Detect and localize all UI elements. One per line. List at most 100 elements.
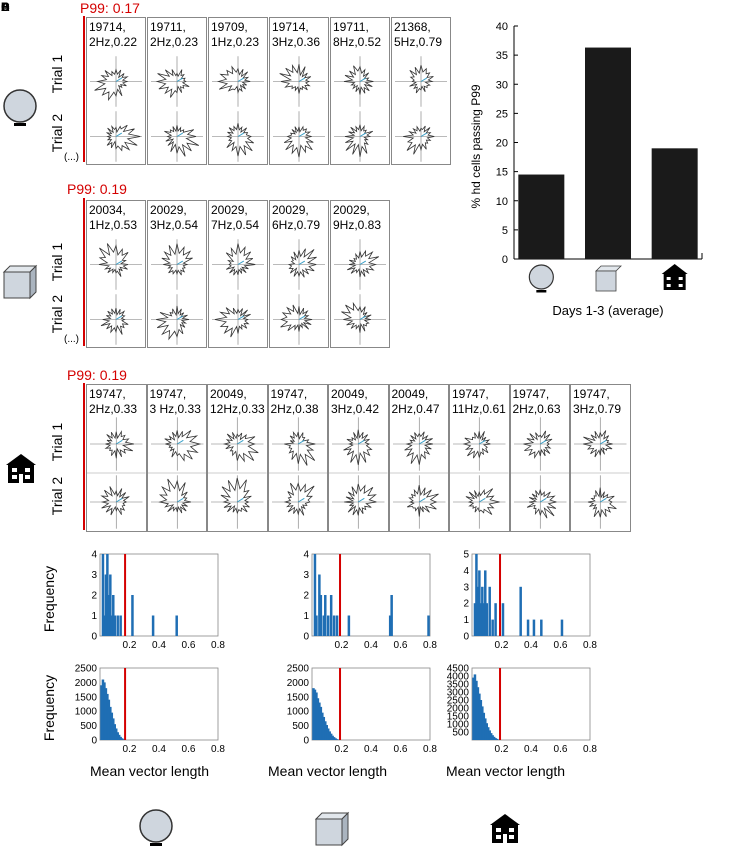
house-arena-icon: [490, 814, 520, 843]
polar-plots: [273, 239, 325, 345]
histogram-bar: [482, 603, 486, 636]
panel-label-a: A: [1, 0, 10, 14]
x-tick-label: 0.8: [423, 744, 437, 755]
histogram-bar: [476, 586, 480, 636]
histogram-bar: [488, 730, 491, 740]
p99-label-circle: P99: 0.17: [80, 0, 140, 16]
x-tick-label: 0.4: [152, 744, 166, 755]
histogram-bar: [120, 738, 124, 740]
polar-tuning-curve: [283, 430, 315, 466]
histogram-bar: [104, 574, 108, 636]
mean-vector: [298, 260, 306, 265]
cell-panel: 20029, 3Hz,0.54: [147, 200, 207, 348]
histogram-bar: [332, 615, 336, 636]
histogram-bar: [319, 706, 323, 740]
cell-panel: 19714, 3Hz,0.36: [269, 17, 329, 165]
y-tick-label: 500: [292, 721, 309, 732]
y-tick-label: 4: [91, 550, 97, 561]
polar-tuning-curve: [225, 243, 256, 276]
cell-info: 2Hz,0.33: [89, 402, 138, 416]
histogram-circle-observed: 0 1 2 3 4 0.2 0.4 0.6 0.8 Frequency: [41, 550, 225, 652]
cell-label: 19711, 8Hz,0.52: [333, 20, 381, 50]
histogram-bar: [110, 712, 114, 740]
histogram-bar: [484, 570, 487, 636]
histogram-bar: [532, 619, 536, 636]
p99-label-cube: P99: 0.19: [67, 181, 127, 197]
histogram-bar: [313, 689, 317, 740]
y-axis-label: Frequency: [41, 566, 57, 632]
y-tick-label: 4: [463, 566, 469, 577]
polar-plots: [208, 417, 267, 529]
cell-info: 3 Hz,0.33: [149, 402, 201, 416]
histogram-bar: [107, 595, 111, 636]
cell-id: 19709,: [211, 20, 248, 34]
histogram-bar: [326, 615, 330, 636]
histogram-bar: [473, 603, 477, 636]
cell-info: 3Hz,0.54: [150, 218, 199, 232]
cell-id: 20029,: [272, 203, 309, 217]
cell-id: 20049,: [391, 387, 429, 401]
trial-1-label-cube: Trial 1: [49, 242, 66, 282]
histogram-bar: [488, 586, 491, 636]
cell-info: 2Hz,0.23: [150, 35, 199, 49]
cube-arena-icon: [595, 265, 622, 272]
histogram-bar: [116, 732, 119, 740]
histogram-bar: [325, 725, 328, 740]
x-tick-label: 0.6: [182, 640, 196, 651]
y-tick-label: 15: [496, 167, 508, 179]
cell-info: 3Hz,0.79: [573, 402, 622, 416]
polar-tuning-curve: [465, 488, 500, 515]
y-tick-label: 5: [502, 225, 508, 237]
x-tick-label: 0.6: [394, 744, 408, 755]
x-tick-label: 0.8: [423, 640, 437, 651]
cube-arena-icon: [595, 270, 617, 292]
y-tick-label: 1500: [447, 712, 470, 723]
histogram-bar: [519, 586, 522, 636]
cell-info: 9Hz,0.83: [333, 218, 382, 232]
histogram-bar: [540, 619, 543, 636]
y-tick-label: 2000: [287, 678, 310, 689]
polar-plots: [90, 56, 142, 162]
x-tick-label: 0.2: [123, 640, 137, 651]
histogram-bar: [113, 615, 116, 636]
ellipsis-cube: (...): [64, 334, 79, 345]
histogram-bar: [473, 674, 477, 740]
mean-vector: [359, 260, 367, 265]
cell-panel: 19747, 11Hz,0.61: [449, 384, 510, 532]
histogram-bar: [475, 680, 478, 740]
histogram-bar: [151, 615, 155, 636]
cell-label: 19714, 3Hz,0.36: [272, 20, 320, 50]
cell-panel: 19747, 2Hz,0.38: [267, 384, 328, 532]
histogram-bar: [501, 603, 505, 636]
cell-label: 20029, 6Hz,0.79: [272, 203, 320, 233]
polar-tuning-curve: [100, 307, 129, 335]
histogram-bar: [318, 574, 321, 636]
cell-label: 19711, 2Hz,0.23: [150, 20, 198, 50]
cell-panel: 20029, 6Hz,0.79: [269, 200, 329, 348]
p99-line-house: [83, 383, 85, 530]
y-tick-label: 40: [496, 21, 508, 33]
polar-tuning-curve: [279, 64, 312, 94]
polar-tuning-curve: [526, 488, 557, 519]
histogram-bar: [334, 738, 337, 740]
polar-plots: [395, 56, 447, 162]
polar-tuning-curve: [583, 430, 613, 458]
cell-label: 20029, 7Hz,0.54: [211, 203, 259, 233]
cube-arena-icon: [314, 811, 350, 847]
hd-percentage-bar-chart: 0 5 10 15 20 25 30 35 40 % hd cells passing P99 Da…: [469, 21, 703, 318]
x-tick-label: 0.8: [583, 744, 597, 755]
histogram-bar: [478, 693, 481, 740]
plot-frame: [311, 553, 431, 637]
y-tick-label: 2500: [75, 664, 98, 675]
cell-panel: 19747, 2Hz,0.33: [86, 384, 147, 532]
y-tick-label: 0: [91, 632, 97, 643]
mean-vector: [176, 77, 184, 82]
x-tick-label: 0.6: [394, 640, 408, 651]
mean-vector: [478, 497, 486, 503]
polar-tuning-curve: [403, 431, 433, 465]
mean-vector: [359, 132, 367, 137]
x-tick-label: 0.2: [123, 744, 137, 755]
histogram-bar: [329, 595, 333, 636]
mean-vector: [599, 497, 607, 503]
histogram-bar: [494, 738, 497, 740]
